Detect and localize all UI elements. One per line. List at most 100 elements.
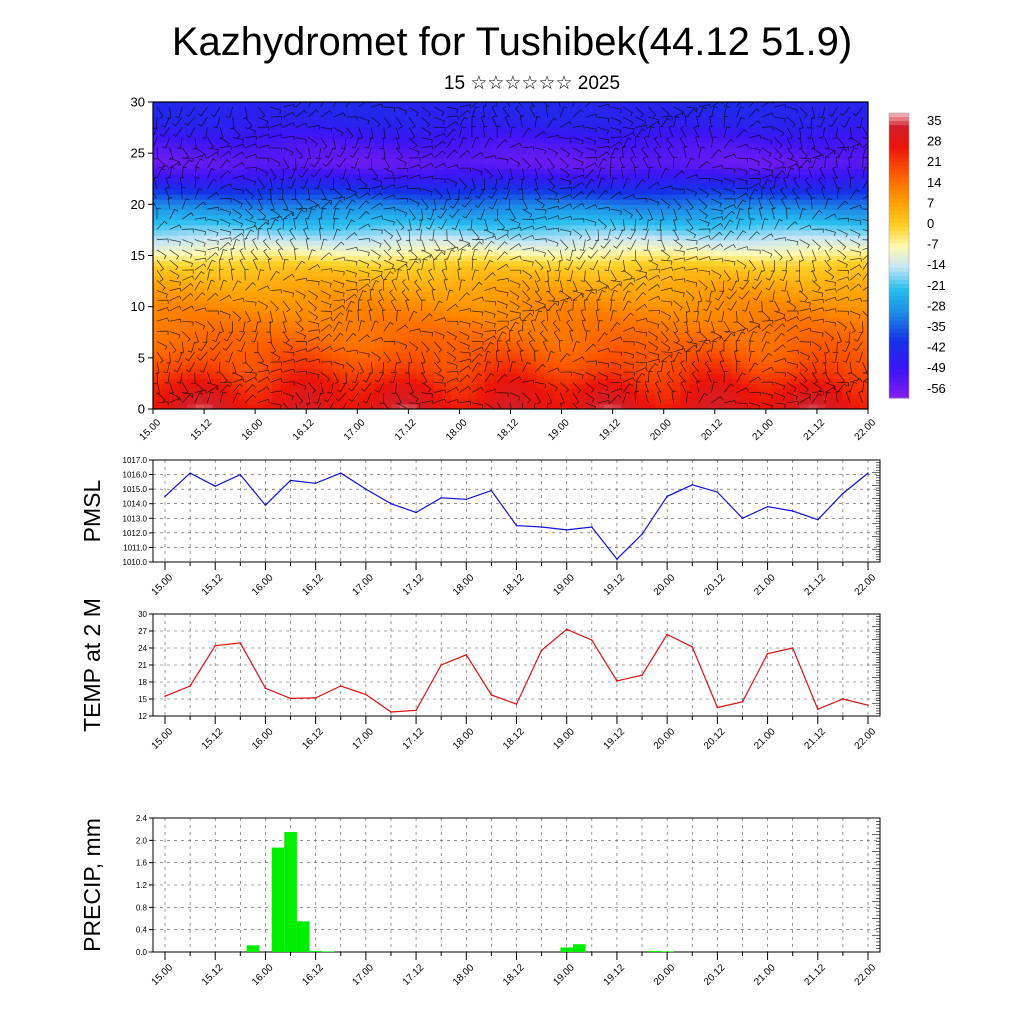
- series-point: [490, 694, 493, 696]
- y-tick-label: 18: [138, 678, 147, 687]
- y-tick-label: 30: [131, 95, 145, 110]
- y-tick-label: 1016.0: [123, 471, 148, 480]
- y-tick-label: 15: [138, 695, 147, 704]
- series-point: [339, 685, 342, 687]
- x-tick-label: 18.00: [451, 726, 477, 752]
- y-tick-label: 1.2: [136, 881, 148, 890]
- x-tick-label: 22.00: [853, 726, 879, 752]
- series-point: [791, 647, 794, 649]
- colorbar-frame: [888, 112, 910, 399]
- x-tick-label: 17.12: [401, 962, 427, 988]
- x-tick-label: 18.12: [501, 572, 527, 598]
- colorbar-label: -35: [927, 319, 946, 334]
- colorbar-label: -28: [927, 298, 946, 313]
- x-tick-label: 16.00: [250, 572, 276, 598]
- series-point: [591, 526, 593, 528]
- series-point: [540, 526, 543, 528]
- series-point: [390, 502, 392, 505]
- series-point: [540, 649, 543, 652]
- y-tick-label: 10: [131, 299, 145, 314]
- x-tick-label: 19.12: [597, 417, 623, 443]
- y-tick-label: 15: [131, 248, 145, 263]
- x-tick-label: 15.00: [150, 962, 176, 988]
- x-tick-label: 22.00: [853, 572, 879, 598]
- grid: [153, 459, 880, 563]
- x-tick-label: 16.12: [300, 572, 326, 598]
- y-tick-label: 5: [138, 350, 145, 365]
- series-point: [716, 491, 719, 493]
- x-tick-label: 22.00: [853, 962, 879, 988]
- series-point: [239, 642, 242, 644]
- colorbar: 35 28 21 14 7 0 -7 -14 -21 -28 -35 -42 -49 -56: [888, 112, 946, 399]
- colorbar-label: 28: [927, 134, 941, 149]
- x-tick-label: 20.00: [648, 417, 674, 443]
- series-point: [314, 697, 317, 699]
- x-tick-label: 20.12: [702, 962, 728, 988]
- series-point: [164, 695, 166, 697]
- x-tick-label: 17.00: [351, 726, 377, 752]
- series-point: [691, 646, 694, 648]
- x-tick-label: 15.00: [150, 572, 176, 598]
- x-tick-label: 15.12: [189, 417, 215, 443]
- x-tick-label: 19.00: [551, 572, 577, 598]
- series-point: [842, 698, 844, 700]
- x-tick-label: 19.00: [546, 417, 572, 443]
- series-point: [465, 654, 468, 656]
- x-tick-label: 17.00: [351, 572, 377, 598]
- precip-bar: [560, 947, 573, 952]
- x-tick-label: 18.12: [501, 962, 527, 988]
- series-point: [440, 664, 442, 666]
- x-tick-label: 18.12: [495, 417, 521, 443]
- series-point: [214, 644, 217, 647]
- x-tick-label: 19.00: [551, 962, 577, 988]
- colorbar-label: -14: [927, 257, 946, 272]
- y-tick-label: 0.0: [136, 948, 148, 957]
- series-point: [766, 652, 769, 655]
- series-point: [766, 505, 769, 508]
- y-tick-label: 0.8: [136, 903, 148, 912]
- y-tick-label: 1012.0: [123, 529, 148, 538]
- series-point: [440, 497, 442, 499]
- x-tick-label: 21.12: [802, 726, 828, 752]
- colorbar-label: 14: [927, 175, 941, 190]
- y-tick-label: 1010.0: [123, 558, 148, 567]
- series-point: [565, 628, 568, 631]
- y-tick-label: 1011.0: [123, 543, 147, 552]
- colorbar-label: -7: [927, 237, 939, 252]
- series-point: [365, 693, 367, 696]
- precip-bar: [309, 950, 322, 952]
- x-tick-label: 20.00: [652, 726, 678, 752]
- y-tick-label: 24: [138, 644, 147, 653]
- x-tick-label: 19.12: [602, 572, 628, 598]
- series-point: [591, 639, 593, 641]
- x-tick-label: 21.00: [752, 726, 778, 752]
- y-tick-label: 0: [138, 402, 145, 417]
- y-tick-label: 20: [131, 197, 145, 212]
- x-tick-label: 21.00: [752, 572, 778, 598]
- colorbar-label: 0: [927, 216, 934, 231]
- x-tick-label: 19.12: [602, 726, 628, 752]
- y-tick-label: 21: [138, 661, 147, 670]
- x-tick-label: 20.12: [702, 726, 728, 752]
- x-tick-label: 16.12: [300, 726, 326, 752]
- x-tick-label: 20.12: [702, 572, 728, 598]
- series-point: [791, 510, 794, 512]
- series-point: [415, 709, 417, 712]
- x-tick-label: 17.00: [351, 962, 377, 988]
- series-point: [641, 533, 643, 536]
- y-tick-label: 2.4: [136, 814, 148, 823]
- precip-bar: [660, 951, 674, 952]
- y-tick-label: 0.4: [136, 926, 148, 935]
- precip-bar: [271, 847, 285, 952]
- grid: [153, 817, 880, 953]
- x-tick-label: 17.12: [393, 417, 419, 443]
- y-axis-label: PRECIP, mm: [79, 818, 105, 952]
- precip-bar: [321, 951, 335, 952]
- x-tick-label: 19.00: [551, 726, 577, 752]
- colorbar-label: 21: [927, 154, 941, 169]
- colorbar-label: 7: [927, 195, 934, 210]
- series-point: [816, 708, 819, 710]
- precip-panel: 15.00 15.12 16.00 16.12 17.00 17.12 18.00 18.12…: [79, 814, 881, 988]
- series-point: [415, 511, 417, 514]
